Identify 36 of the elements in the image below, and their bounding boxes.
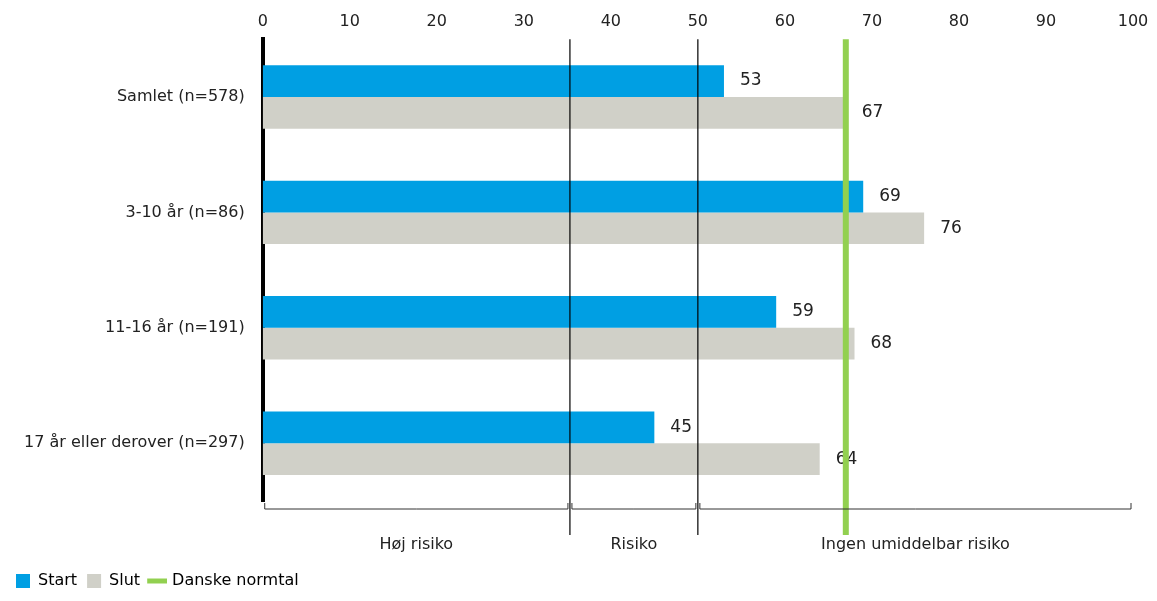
- data-label: 59: [792, 300, 814, 321]
- data-label: 76: [940, 216, 962, 237]
- bar: [262, 96, 846, 129]
- bar: [262, 411, 655, 444]
- data-label: 68: [870, 332, 893, 353]
- x-tick-label: 90: [1035, 10, 1057, 30]
- x-tick-label: 80: [948, 10, 970, 30]
- x-tick-label: 30: [513, 10, 534, 30]
- data-label: 53: [739, 69, 762, 90]
- x-tick-label: 60: [774, 10, 796, 30]
- y-tick-label: Samlet (n=578): [116, 86, 245, 106]
- x-tick-label: 0: [257, 10, 268, 30]
- data-label: 45: [670, 415, 692, 436]
- y-tick-label: 17 år eller derover (n=297): [24, 432, 245, 452]
- bar: [262, 443, 820, 476]
- x-tick-label: 40: [600, 10, 622, 30]
- data-label: 67: [861, 101, 884, 122]
- x-tick-label: 70: [861, 10, 883, 30]
- x-tick-label: 20: [426, 10, 447, 30]
- bar: [262, 296, 777, 328]
- x-tick-label: 50: [687, 10, 709, 30]
- y-tick-label: 11-16 år (n=191): [105, 316, 245, 336]
- x-tick-label: 100: [1117, 10, 1149, 30]
- bar: [262, 180, 864, 213]
- legend-label: Danske normtal: [172, 570, 299, 590]
- annotation: Høj risiko: [379, 534, 454, 554]
- annotation: Ingen umiddelbar risiko: [821, 534, 1010, 554]
- legend-label: Start: [38, 570, 78, 590]
- x-tick-label: 10: [339, 10, 360, 30]
- y-tick-label: 3-10 år (n=86): [125, 201, 245, 221]
- bar: [262, 327, 855, 360]
- data-label: 69: [879, 184, 901, 205]
- bar: [262, 212, 925, 245]
- annotation: Risiko: [610, 534, 658, 554]
- legend-label: Slut: [109, 570, 141, 590]
- bar: [262, 65, 724, 97]
